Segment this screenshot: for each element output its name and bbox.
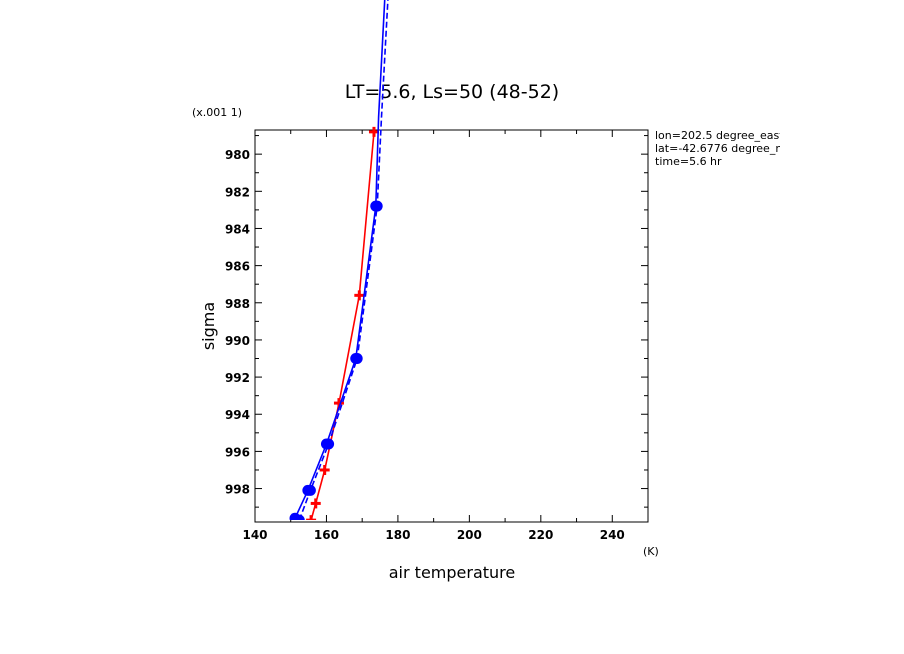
y-tick-label: 988 xyxy=(225,297,250,311)
plot-frame xyxy=(254,129,649,523)
x-tick-label: 160 xyxy=(314,528,339,542)
series-0-point-2 xyxy=(319,464,330,475)
info-line-lat: lat=-42.6776 degree_north xyxy=(655,142,805,155)
y-scale-label: (x.001 1) xyxy=(192,106,242,119)
x-tick-label: 180 xyxy=(385,528,410,542)
axis-ticks: 140 160 180 200 220 240 980 982 984 986 988 990 992 9… xyxy=(225,130,648,542)
series-line-2 xyxy=(298,0,389,520)
x-tick-label: 220 xyxy=(528,528,553,542)
y-tick-label: 992 xyxy=(225,371,250,385)
series-0-point-5 xyxy=(368,126,379,137)
series-line-0 xyxy=(310,131,375,520)
y-tick-label: 984 xyxy=(225,222,250,236)
x-tick-label: 240 xyxy=(600,528,625,542)
info-line-lon: lon=202.5 degree_east xyxy=(655,129,784,142)
x-tick-label: 140 xyxy=(242,528,267,542)
y-tick-label: 996 xyxy=(225,445,250,459)
series-0-point-0 xyxy=(306,515,317,520)
y-tick-label: 982 xyxy=(225,185,250,199)
x-tick-label: 200 xyxy=(457,528,482,542)
series-2-point-0 xyxy=(293,514,305,520)
series-0-point-4 xyxy=(354,290,365,301)
y-tick-label: 990 xyxy=(225,334,250,348)
series-0-point-1 xyxy=(310,498,321,509)
series-line-1 xyxy=(294,0,386,519)
info-line-time: time=5.6 hr xyxy=(655,155,722,168)
info-clip-mask xyxy=(780,125,904,175)
series-layer xyxy=(289,0,389,520)
y-tick-label: 980 xyxy=(225,148,250,162)
chart-title: LT=5.6, Ls=50 (48-52) xyxy=(345,81,559,103)
x-unit-label: (K) xyxy=(643,545,659,558)
series-2-point-3 xyxy=(351,353,363,365)
series-2-point-2 xyxy=(323,438,335,450)
y-axis-title: sigma xyxy=(199,302,218,350)
x-axis-title: air temperature xyxy=(389,563,515,582)
y-tick-label: 998 xyxy=(225,483,250,497)
y-tick-label: 986 xyxy=(225,260,250,274)
y-tick-label: 994 xyxy=(225,408,250,422)
series-2-point-1 xyxy=(304,484,316,496)
series-2-point-4 xyxy=(371,200,383,212)
